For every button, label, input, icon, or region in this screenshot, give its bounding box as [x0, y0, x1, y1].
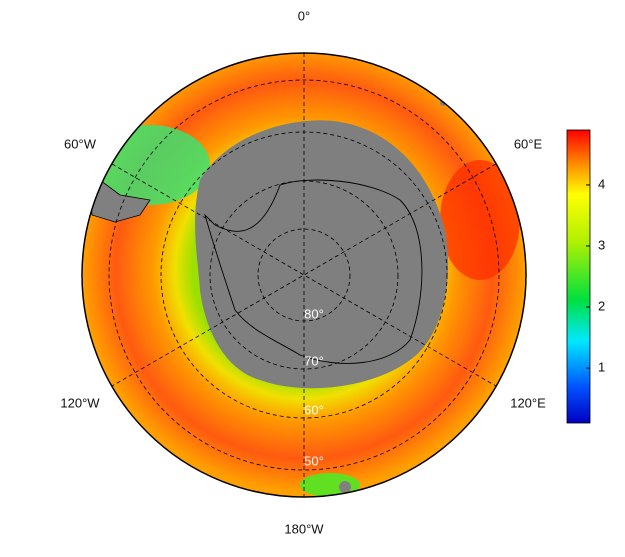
- south-america: [89, 179, 151, 223]
- latitude-label: 50°: [304, 453, 324, 468]
- latitude-circle: [108, 79, 500, 471]
- latitude-label: 70°: [304, 353, 324, 368]
- longitude-label: 180°W: [284, 521, 324, 536]
- colorbar-tick-label: 1: [598, 360, 605, 375]
- meridian: [111, 163, 497, 387]
- graticule: [108, 53, 500, 497]
- colorbar-tick-label: 3: [598, 237, 605, 252]
- colorbar: [566, 129, 591, 424]
- continent-mask: [195, 120, 449, 389]
- longitude-label: 120°E: [510, 395, 546, 410]
- coastline: [204, 179, 423, 364]
- longitude-label: 60°W: [64, 136, 97, 151]
- longitude-label: 120°W: [60, 395, 100, 410]
- colorbar-tick-label: 4: [598, 176, 605, 191]
- meridian: [111, 163, 497, 387]
- map-field: [82, 53, 526, 497]
- colorbar-tick-label: 2: [598, 298, 605, 313]
- latitude-label: 60°: [304, 402, 324, 417]
- low-region: [300, 473, 360, 497]
- island: [339, 481, 351, 493]
- longitude-label: 60°E: [514, 136, 543, 151]
- latitude-label: 80°: [304, 306, 324, 321]
- high-region: [440, 160, 520, 280]
- longitude-label: 0°: [298, 8, 310, 23]
